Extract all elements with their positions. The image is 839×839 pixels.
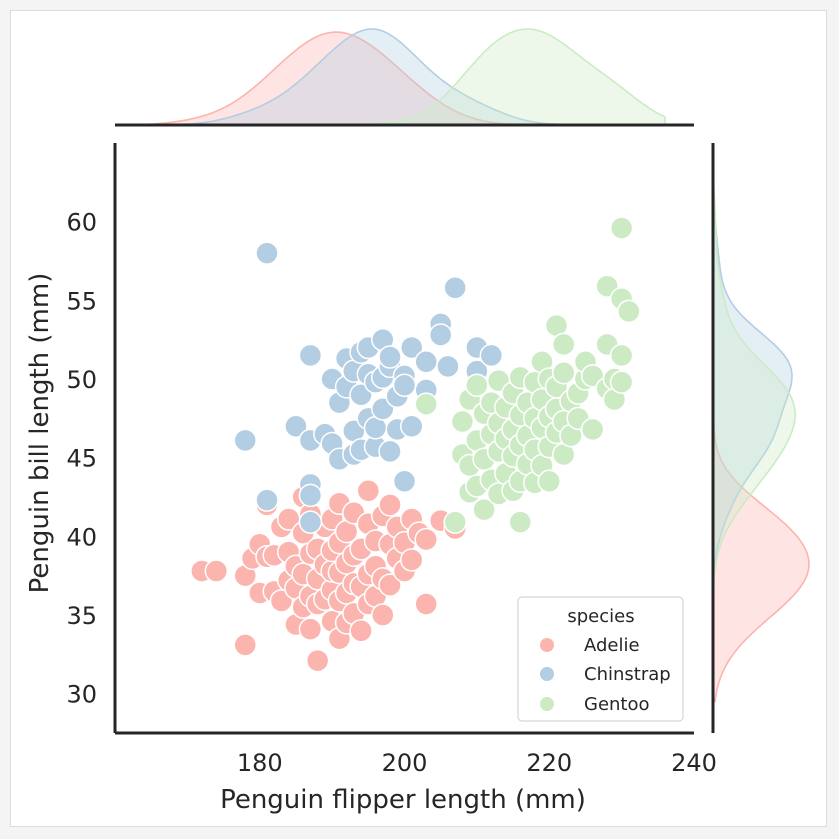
y-tick-label: 35 (66, 602, 97, 630)
point-gentoo (537, 469, 561, 494)
point-adelie (378, 493, 402, 517)
x-tick-label: 200 (382, 749, 428, 777)
point-chinstrap (479, 343, 504, 368)
point-chinstrap (392, 373, 417, 398)
legend: species Adelie Chinstrap Gentoo (517, 596, 684, 722)
axes: 180 200 220 240 30 35 40 45 50 55 60 (66, 143, 717, 777)
figure-frame: 180 200 220 240 30 35 40 45 50 55 60 Penguin flipp… (10, 10, 827, 827)
point-adelie (399, 548, 424, 572)
point-gentoo (414, 392, 438, 416)
point-gentoo (609, 370, 634, 394)
legend-label-gentoo: Gentoo (584, 694, 650, 715)
point-chinstrap (255, 241, 279, 265)
point-adelie (349, 618, 373, 643)
point-gentoo (472, 497, 496, 522)
point-gentoo (450, 409, 475, 434)
scatter-chart: 180 200 220 240 30 35 40 45 50 55 60 Penguin flipp… (25, 28, 810, 815)
point-adelie (298, 617, 323, 641)
legend-label-adelie: Adelie (584, 635, 640, 656)
point-chinstrap (298, 483, 323, 508)
point-adelie (356, 478, 381, 503)
point-gentoo (465, 373, 489, 398)
x-axis-label: Penguin flipper length (mm) (220, 785, 586, 815)
point-gentoo (609, 343, 634, 368)
legend-label-chinstrap: Chinstrap (584, 664, 671, 685)
point-chinstrap (399, 335, 424, 360)
point-adelie (233, 633, 258, 657)
y-tick-label: 55 (66, 287, 97, 315)
point-chinstrap (378, 345, 402, 369)
point-gentoo (443, 510, 467, 534)
point-gentoo (551, 360, 576, 385)
point-chinstrap (443, 275, 467, 300)
point-chinstrap (399, 414, 424, 438)
point-adelie (204, 559, 229, 583)
y-tick-label: 50 (66, 366, 97, 394)
point-chinstrap (255, 488, 279, 512)
point-adelie (378, 573, 402, 597)
point-chinstrap (298, 510, 323, 534)
point-gentoo (508, 510, 533, 534)
x-tick-label: 240 (671, 749, 717, 777)
y-tick-label: 30 (66, 681, 97, 709)
legend-marker-gentoo (540, 697, 554, 711)
y-tick-label: 40 (66, 523, 97, 551)
point-gentoo (551, 332, 576, 357)
legend-title: species (567, 606, 634, 627)
point-adelie (371, 603, 395, 627)
point-adelie (414, 527, 438, 552)
legend-marker-adelie (540, 638, 554, 652)
point-chinstrap (233, 428, 258, 453)
right-marginal-kde (711, 142, 810, 733)
scatter-points (190, 216, 641, 673)
point-adelie (305, 648, 330, 673)
legend-box (517, 596, 684, 722)
x-tick-label: 220 (526, 749, 572, 777)
legend-marker-chinstrap (540, 667, 554, 681)
point-gentoo (580, 417, 605, 442)
point-chinstrap (436, 354, 460, 379)
point-gentoo (609, 216, 634, 240)
point-gentoo (617, 299, 641, 324)
point-chinstrap (428, 323, 453, 347)
x-tick-label: 180 (237, 749, 283, 777)
point-adelie (414, 592, 438, 616)
point-chinstrap (414, 349, 438, 374)
y-axis-label: Penguin bill length (mm) (25, 273, 55, 594)
point-chinstrap (298, 343, 323, 368)
y-tick-label: 45 (66, 445, 97, 473)
point-chinstrap (284, 414, 308, 438)
y-tick-label: 60 (66, 209, 97, 237)
top-marginal-kde (115, 28, 694, 127)
point-chinstrap (378, 439, 402, 464)
point-chinstrap (392, 469, 417, 494)
